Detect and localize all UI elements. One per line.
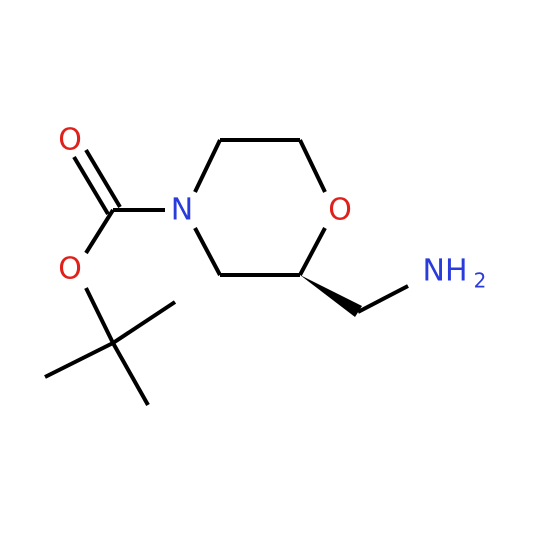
atom-label: O	[58, 252, 82, 287]
bond	[84, 208, 115, 255]
atom-label: O	[328, 193, 352, 228]
bond	[298, 227, 327, 276]
bond	[193, 139, 222, 193]
wedge-bond	[300, 275, 362, 317]
bond	[44, 341, 114, 379]
bond	[193, 227, 222, 276]
atom-label: N	[171, 193, 193, 228]
atom-subscript: 2	[474, 269, 487, 293]
bond	[298, 139, 327, 193]
atom-label: NH	[423, 254, 468, 289]
bond	[111, 300, 177, 345]
atom-label: O	[58, 123, 82, 158]
bond	[84, 287, 115, 344]
bond	[72, 155, 110, 216]
bond	[357, 284, 409, 314]
bond	[111, 342, 150, 406]
bonds	[44, 138, 409, 406]
bond	[84, 148, 122, 209]
